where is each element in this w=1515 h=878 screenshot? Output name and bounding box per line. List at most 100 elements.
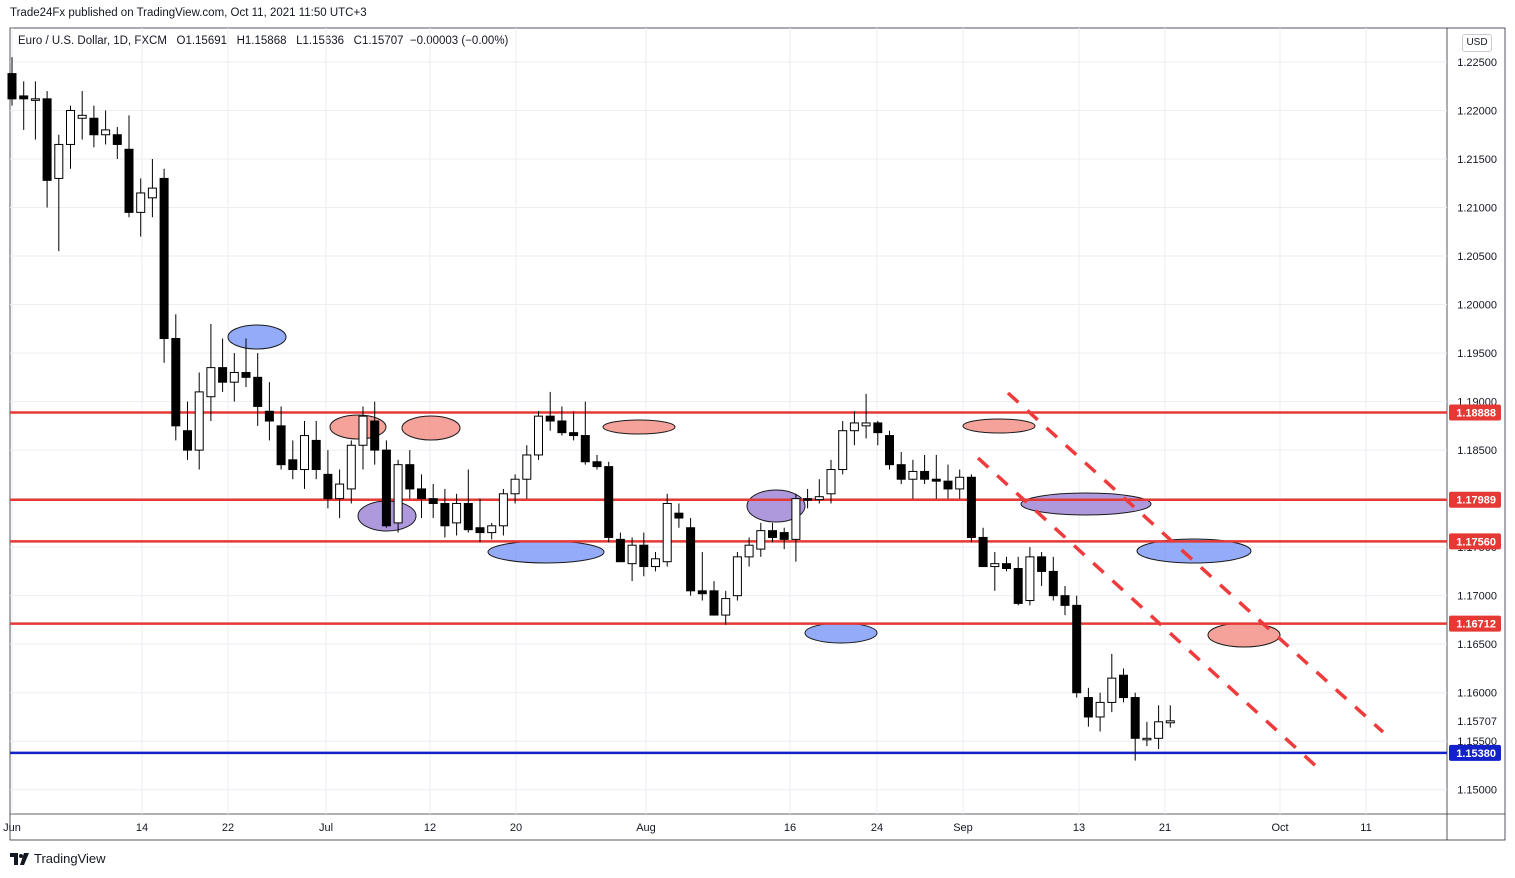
candle-bullish — [510, 478, 520, 495]
level-price-tag — [1449, 533, 1501, 550]
y-tick-label: 1.18500 — [1457, 445, 1497, 457]
candle-bullish — [534, 415, 543, 456]
candle-bearish — [171, 338, 181, 427]
candle-bullish — [147, 187, 157, 199]
candle-bullish — [1154, 721, 1164, 739]
downtrend-channel — [976, 391, 1385, 770]
candle-bearish — [1002, 563, 1011, 569]
candle-bullish — [908, 470, 918, 480]
level-price-tag — [1449, 491, 1501, 508]
tradingview-logo-icon — [10, 852, 29, 865]
candle-bearish — [405, 464, 415, 490]
zone-ellipse — [602, 419, 676, 435]
candle-bearish — [440, 502, 450, 527]
candle-bearish — [873, 422, 883, 434]
y-tick-label: 1.22500 — [1457, 57, 1497, 69]
candle-bearish — [311, 439, 321, 471]
channel-upper-line — [1006, 391, 1385, 734]
zone-ellipse — [962, 418, 1036, 434]
candle-bearish — [7, 73, 17, 100]
x-tick-label: 12 — [424, 822, 436, 834]
grid-lines — [10, 28, 1447, 814]
price-axis[interactable]: 1.22500 1.22000 1.21500 1.21000 1.20500 1.200… — [1457, 57, 1497, 797]
zone-ellipse — [401, 415, 461, 441]
candle-bearish — [159, 177, 169, 340]
candle-bearish — [779, 532, 789, 540]
candle-bearish — [428, 498, 438, 504]
candle-bullish — [849, 422, 859, 432]
y-tick-label: 1.21000 — [1457, 203, 1497, 215]
candle-bearish — [42, 98, 52, 181]
x-tick-label: 20 — [510, 822, 522, 834]
candle-bearish — [381, 449, 391, 527]
candle-bullish — [955, 476, 965, 490]
level-price-tag — [1449, 744, 1501, 761]
brand-label: TradingView — [34, 851, 106, 866]
candle-bearish — [253, 376, 263, 407]
tradingview-brand[interactable]: TradingView — [10, 851, 106, 866]
legend-low: L1.15636 — [296, 35, 345, 47]
candle-bullish — [498, 493, 508, 527]
y-tick-label: 1.20500 — [1457, 251, 1497, 263]
candle-bearish — [19, 95, 29, 100]
candle-bearish — [931, 478, 941, 482]
candle-bearish — [580, 435, 590, 463]
y-tick-label: 1.16500 — [1457, 639, 1497, 651]
candle-bearish — [557, 420, 567, 434]
candle-bullish — [1142, 737, 1152, 741]
candle-bearish — [370, 420, 380, 451]
candle-bullish — [756, 530, 766, 550]
y-tick-label: 1.22000 — [1457, 105, 1497, 117]
candle-bearish — [475, 527, 485, 534]
candle-bearish — [943, 480, 953, 490]
candle-bullish — [732, 556, 742, 597]
legend-change: −0.00003 (−0.00%) — [409, 35, 509, 47]
zone-ellipse — [227, 324, 287, 350]
x-tick-label: 16 — [784, 822, 796, 834]
candle-bearish — [323, 473, 333, 500]
candle-bearish — [1072, 604, 1082, 694]
candle-bullish — [101, 129, 111, 136]
candle-bearish — [89, 117, 99, 136]
legend-open: O1.15691 — [176, 35, 228, 47]
candle-bearish — [604, 466, 614, 538]
candle-bullish — [66, 109, 75, 145]
y-tick-label: 1.21500 — [1457, 154, 1497, 166]
candle-bearish — [1083, 697, 1093, 718]
candle-bullish — [300, 435, 309, 471]
candle-bearish — [1119, 674, 1128, 699]
candle-bullish — [393, 464, 403, 524]
candle-bullish — [721, 598, 731, 616]
candle-bullish — [30, 98, 40, 101]
candle-bullish — [838, 430, 848, 471]
candle-bullish — [229, 371, 239, 383]
candle-bearish — [276, 425, 286, 466]
candle-bullish — [861, 422, 871, 427]
candle-bullish — [522, 454, 532, 480]
level-price-label: 1.18888 — [1456, 407, 1496, 419]
candle-bearish — [639, 544, 649, 568]
candle-bullish — [744, 544, 754, 558]
zone-ellipse — [1136, 538, 1252, 564]
legend-symbol: Euro / U.S. Dollar, 1D, FXCM — [18, 35, 167, 47]
candle-bullish — [487, 525, 497, 534]
x-tick-label: 24 — [871, 822, 883, 834]
candle-bearish — [592, 461, 602, 468]
level-price-tag — [1449, 404, 1501, 421]
candle-bearish — [124, 148, 134, 213]
candle-bullish — [662, 502, 672, 563]
publisher-line: Trade24Fx published on TradingView.com, … — [10, 7, 367, 19]
candle-bullish — [814, 496, 824, 501]
zone-ellipse — [804, 622, 878, 644]
x-tick-label: 22 — [222, 822, 234, 834]
y-tick-label: 1.15000 — [1457, 785, 1497, 797]
candle-bullish — [1165, 720, 1175, 724]
candle-bullish — [452, 502, 462, 524]
candle-bullish — [136, 192, 146, 213]
currency-button[interactable]: USD — [1462, 34, 1492, 52]
candle-bearish — [697, 590, 707, 595]
time-axis[interactable]: Jun 14 22 Jul 12 20 Aug 16 24 Sep 13 21 Oct 11 — [3, 822, 1372, 834]
x-tick-label: Jun — [3, 822, 21, 834]
y-tick-label: 1.20000 — [1457, 300, 1497, 312]
